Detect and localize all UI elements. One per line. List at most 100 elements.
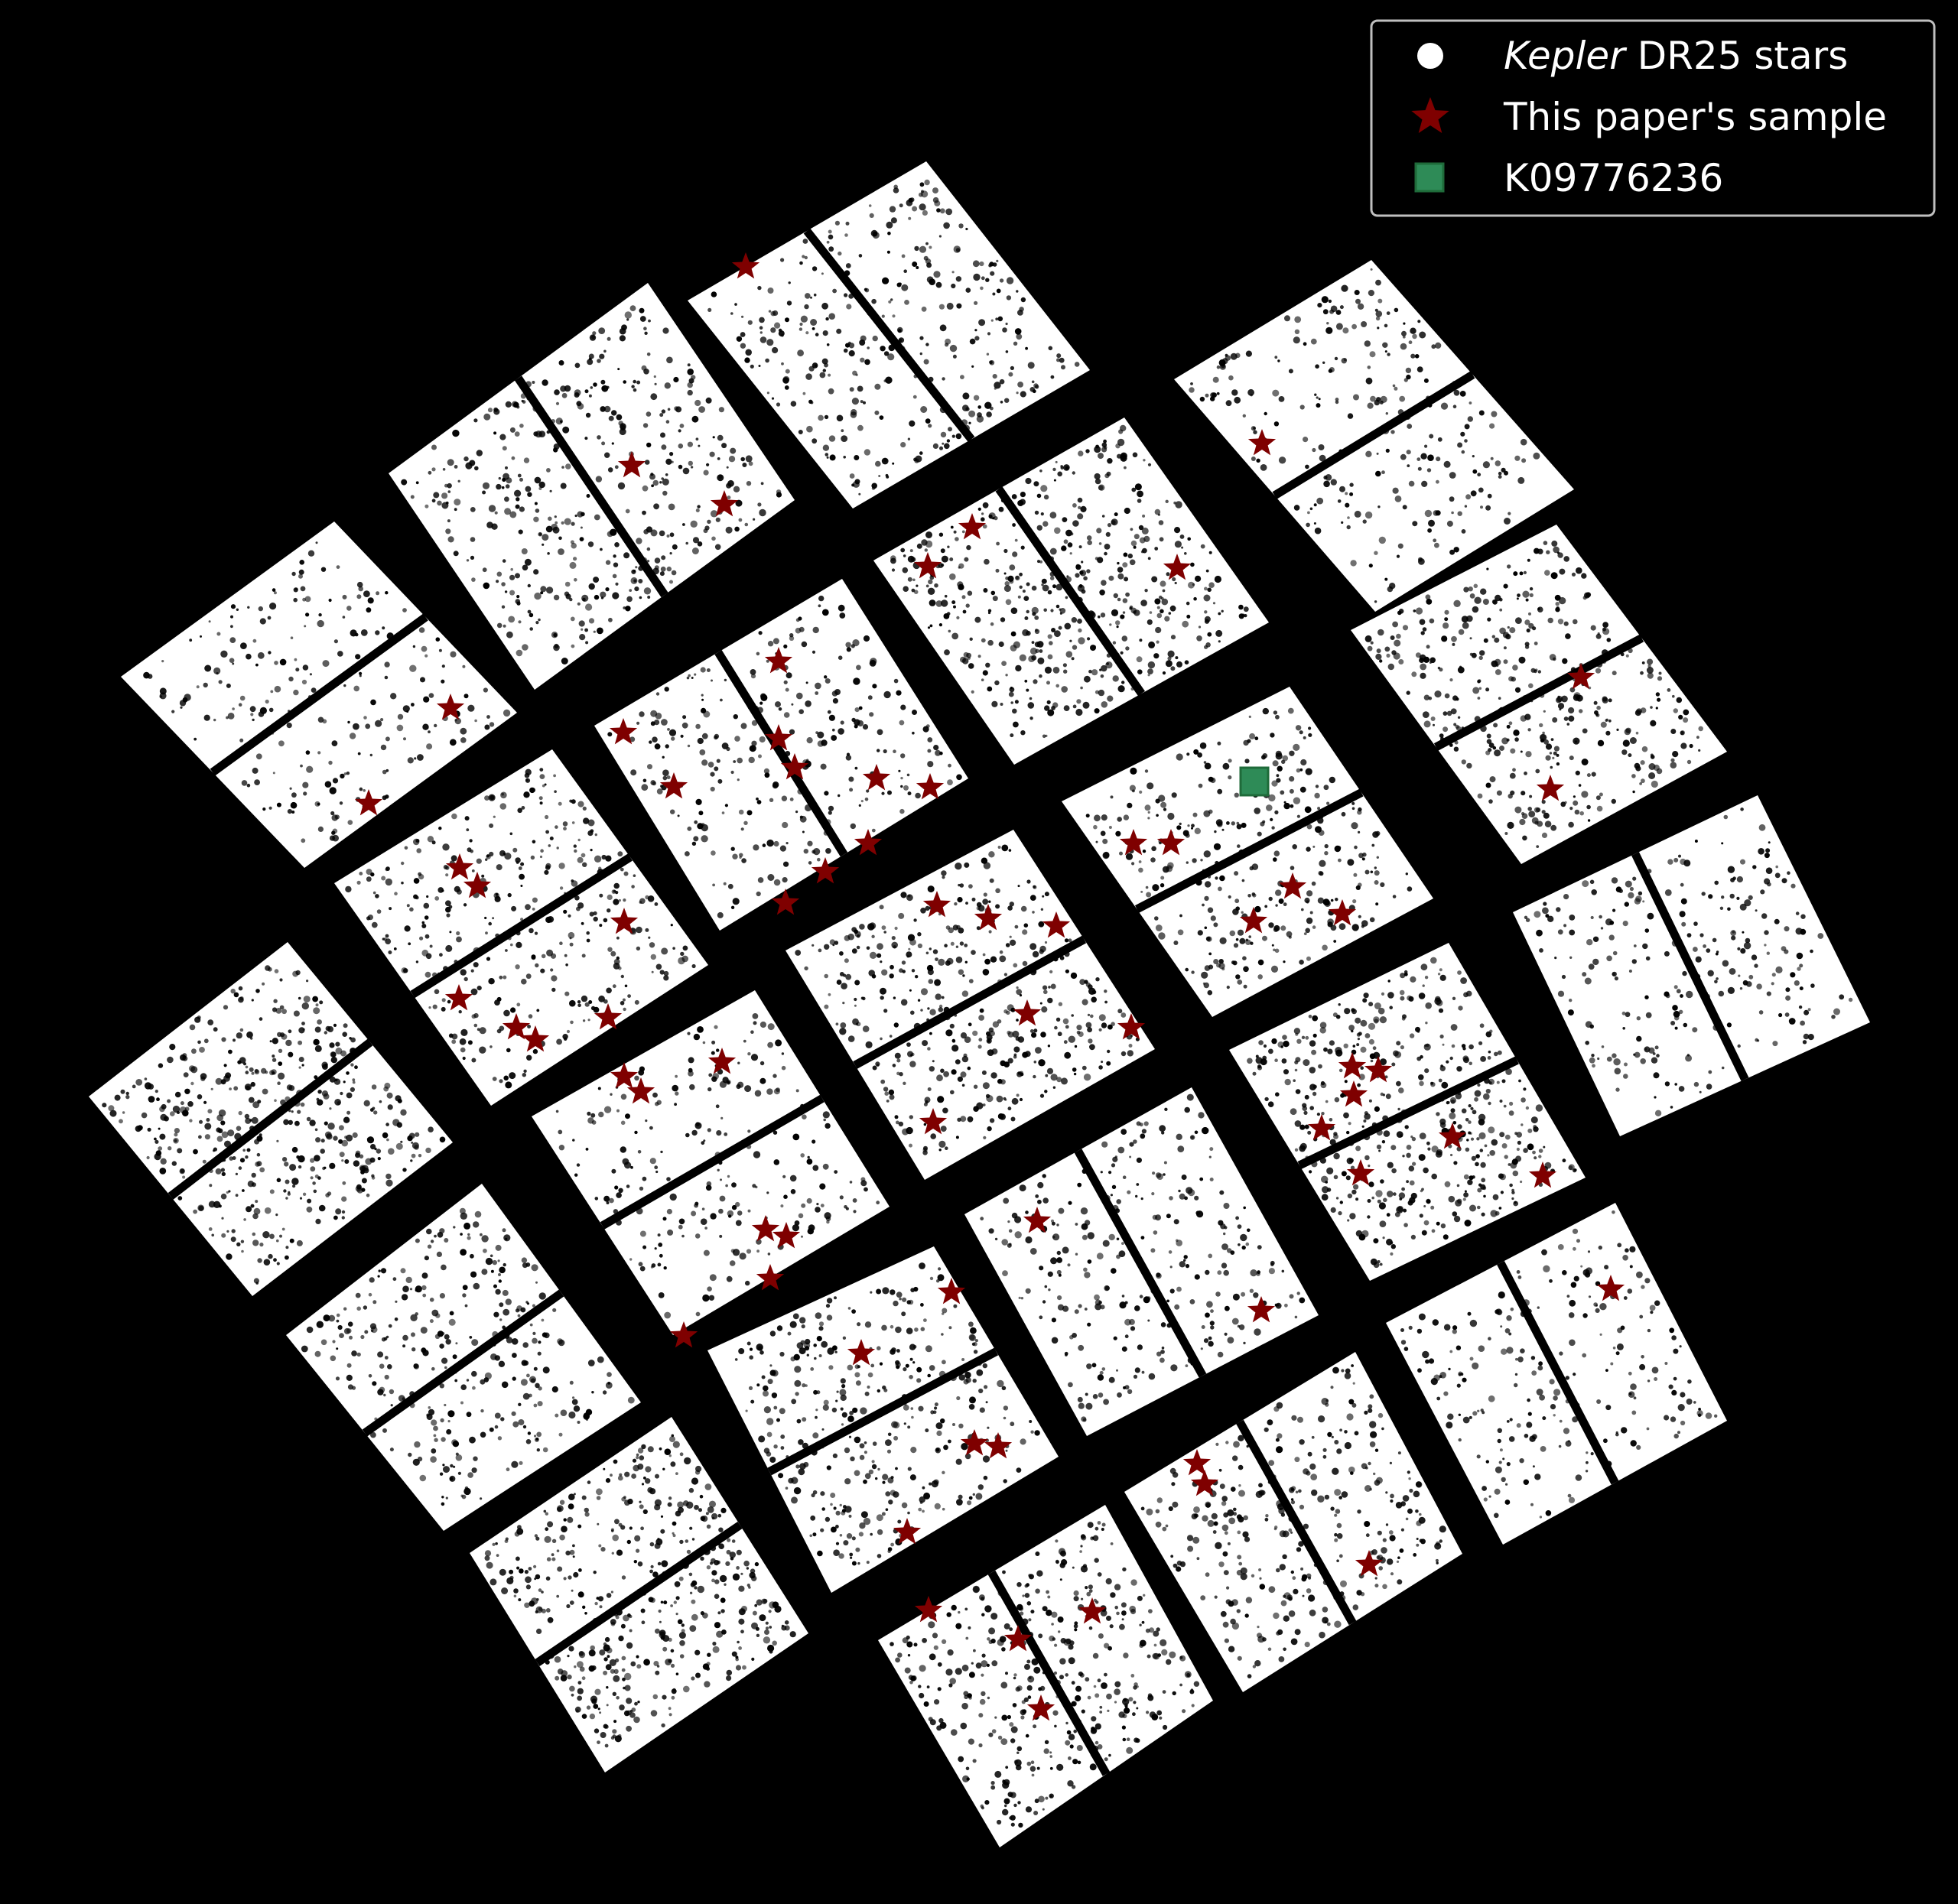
module-texture-dot bbox=[987, 332, 991, 336]
module-texture-dot bbox=[668, 503, 675, 511]
module-texture-dot bbox=[926, 276, 934, 284]
module-texture-dot bbox=[553, 447, 558, 453]
module-texture-dot bbox=[502, 446, 507, 451]
module-texture-dot bbox=[724, 1583, 727, 1586]
module-texture-dot bbox=[701, 694, 704, 697]
module-texture-dot bbox=[1017, 885, 1020, 888]
module-texture-dot bbox=[611, 1168, 616, 1174]
module-texture-dot bbox=[328, 598, 332, 603]
module-texture-dot bbox=[1174, 541, 1182, 548]
module-texture-dot bbox=[1458, 629, 1465, 635]
module-texture-dot bbox=[915, 792, 921, 799]
module-texture-dot bbox=[965, 902, 968, 905]
module-texture-dot bbox=[418, 874, 424, 880]
module-texture-dot bbox=[825, 848, 831, 854]
module-texture-dot bbox=[441, 1357, 448, 1364]
module-texture-dot bbox=[655, 1102, 659, 1106]
module-texture-dot bbox=[239, 738, 244, 742]
module-texture-dot bbox=[532, 1304, 536, 1308]
module-texture-dot bbox=[1453, 723, 1457, 726]
module-texture-dot bbox=[1785, 995, 1791, 1001]
module-texture-dot bbox=[659, 481, 662, 484]
module-texture-dot bbox=[1557, 703, 1565, 710]
module-texture-dot bbox=[784, 1620, 789, 1625]
module-texture-dot bbox=[1673, 1010, 1680, 1018]
module-texture-dot bbox=[836, 414, 844, 422]
chip-gap bbox=[1134, 788, 1364, 913]
module-texture-dot bbox=[620, 1001, 625, 1006]
module-texture-dot bbox=[345, 885, 352, 893]
module-texture-dot bbox=[1120, 1012, 1127, 1018]
module-texture-dot bbox=[537, 1351, 542, 1356]
module-texture-dot bbox=[987, 609, 992, 612]
module-texture-dot bbox=[402, 705, 410, 713]
module-texture-dot bbox=[1108, 826, 1112, 829]
module-texture-dot bbox=[283, 1189, 287, 1193]
module-texture-dot bbox=[229, 1156, 234, 1161]
module-texture-dot bbox=[265, 699, 269, 704]
module-texture-dot bbox=[451, 813, 457, 820]
module-texture-dot bbox=[601, 854, 607, 860]
module-texture-dot bbox=[701, 698, 704, 701]
module-texture-dot bbox=[306, 765, 314, 773]
module-texture-dot bbox=[488, 921, 492, 926]
module-texture-dot bbox=[927, 761, 934, 768]
module-texture-dot bbox=[845, 1207, 849, 1210]
module-texture-dot bbox=[1015, 664, 1022, 672]
module-texture-dot bbox=[843, 348, 848, 353]
module-texture-dot bbox=[1629, 886, 1634, 892]
module-texture-dot bbox=[977, 405, 981, 409]
module-texture-dot bbox=[426, 1228, 432, 1235]
module-texture-dot bbox=[600, 379, 606, 385]
module-texture-dot bbox=[922, 1150, 928, 1155]
module-texture-dot bbox=[1799, 986, 1804, 991]
module-texture-dot bbox=[1406, 374, 1411, 380]
module-texture-dot bbox=[521, 1257, 528, 1263]
module-texture-dot bbox=[1080, 505, 1087, 513]
module-texture-dot bbox=[1408, 480, 1415, 487]
module-texture-dot bbox=[651, 484, 654, 488]
module-stars-fill bbox=[286, 1184, 641, 1531]
module-texture-dot bbox=[448, 1318, 456, 1326]
module-texture-dot bbox=[1699, 933, 1704, 937]
module-texture-dot bbox=[795, 1089, 799, 1093]
module-texture-dot bbox=[1431, 344, 1436, 349]
module-texture-dot bbox=[372, 1300, 377, 1305]
module-texture-dot bbox=[659, 970, 665, 975]
module-texture-dot bbox=[851, 398, 859, 405]
module-texture-dot bbox=[1034, 616, 1039, 620]
module-texture-dot bbox=[1088, 984, 1093, 989]
module-texture-dot bbox=[1337, 499, 1342, 503]
module-texture-dot bbox=[555, 401, 560, 405]
module-texture-dot bbox=[529, 627, 533, 631]
module-texture-dot bbox=[298, 573, 303, 579]
module-texture-dot bbox=[1294, 316, 1302, 323]
module-texture-dot bbox=[189, 1024, 196, 1031]
module-texture-dot bbox=[1044, 666, 1052, 674]
module-texture-dot bbox=[329, 1162, 336, 1169]
module-texture-dot bbox=[1262, 820, 1266, 824]
module-texture-dot bbox=[782, 821, 789, 829]
module-texture-dot bbox=[302, 781, 309, 788]
module-texture-dot bbox=[1451, 635, 1457, 642]
module-texture-dot bbox=[397, 713, 404, 720]
module-texture-dot bbox=[154, 1090, 158, 1093]
module-texture-dot bbox=[485, 858, 488, 861]
module-texture-dot bbox=[1540, 733, 1547, 741]
module-texture-dot bbox=[587, 1480, 591, 1484]
module-texture-dot bbox=[1056, 1077, 1062, 1083]
module-texture-dot bbox=[599, 893, 603, 898]
module-texture-dot bbox=[1019, 654, 1026, 661]
module-texture-dot bbox=[671, 570, 677, 576]
module-texture-dot bbox=[1190, 562, 1195, 567]
module-texture-dot bbox=[1293, 743, 1300, 752]
module-texture-dot bbox=[1094, 478, 1101, 485]
module-texture-dot bbox=[490, 1353, 497, 1360]
module-texture-dot bbox=[526, 1373, 530, 1378]
module-texture-dot bbox=[938, 532, 944, 537]
module-texture-dot bbox=[1435, 510, 1441, 516]
module-texture-dot bbox=[561, 466, 564, 469]
module-texture-dot bbox=[935, 957, 938, 961]
module-texture-dot bbox=[1605, 730, 1611, 736]
module-texture-dot bbox=[420, 1327, 428, 1334]
